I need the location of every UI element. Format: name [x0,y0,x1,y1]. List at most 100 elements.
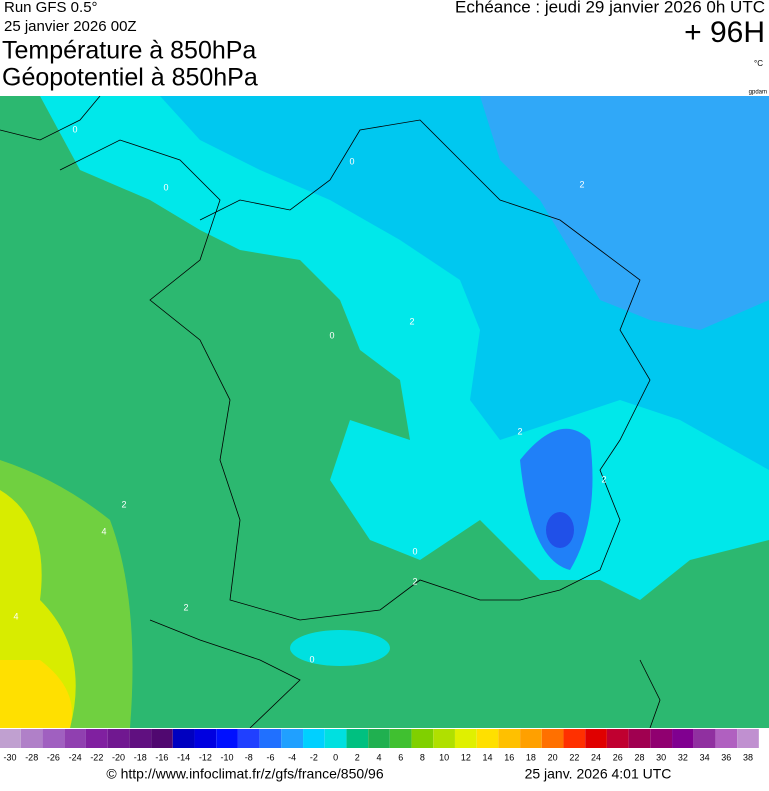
scale-swatch [672,729,694,748]
contour-label: 0 [329,330,334,340]
scale-label: 38 [743,752,753,762]
scale-label: 20 [548,752,558,762]
scale-swatch [0,729,21,748]
scale-label: -8 [245,752,253,762]
contour-label: 4 [13,611,18,621]
echeance: Echéance : jeudi 29 janvier 2026 0h UTC [455,0,765,16]
contour-label: 2 [412,576,417,586]
alps-cold [520,428,593,570]
scale-swatch [42,729,65,748]
france-outline [59,119,651,621]
scale-swatch [476,729,499,748]
scale-label: 16 [504,752,514,762]
scale-label: 36 [721,752,731,762]
scale-label: -20 [112,752,125,762]
map: 0 0 0 2 0 2 2 2 4 2 0 2 2 0 4 [0,96,769,728]
scale-label: 26 [613,752,623,762]
uk-coast [0,96,101,141]
scale-label: -30 [3,752,16,762]
scale-swatch [563,729,586,748]
scale-label: 22 [569,752,579,762]
scale-label: 4 [376,752,381,762]
scale-label: -16 [155,752,168,762]
scale-swatch [389,729,412,748]
scale-swatch [737,729,759,748]
scale-swatch [216,729,238,748]
scale-swatch [585,729,607,748]
scale-label: -18 [134,752,147,762]
scale-swatch [346,729,369,748]
scale-label: 0 [333,752,338,762]
scale-swatch [454,729,477,748]
scale-swatch [715,729,738,748]
pyrenees-cold [290,630,390,666]
scale-label: 8 [420,752,425,762]
scale-swatch [324,729,347,748]
contour-label: 0 [163,182,168,192]
scale-label: 28 [634,752,644,762]
scale-swatch [259,729,282,748]
scale-label: -22 [90,752,103,762]
contour-label: 2 [517,426,522,436]
scale-swatch [628,729,651,748]
contour-label: 2 [601,474,606,484]
scale-swatch [368,729,390,748]
contour-label: 0 [309,654,314,664]
scale-label: -6 [266,752,274,762]
footer-stamp: 25 janv. 2026 4:01 UTC [525,766,672,782]
scale-label: 32 [678,752,688,762]
contour-label: 2 [121,499,126,509]
scale-swatch [411,729,434,748]
scale-swatch [151,729,173,748]
scale-swatch [433,729,455,748]
unit: °C [754,59,763,68]
scale-swatch [520,729,542,748]
scale-swatch [129,729,152,748]
scale-label: 10 [439,752,449,762]
lead-time: + 96H [684,16,765,49]
scale-label: -26 [47,752,60,762]
contour-label: 2 [409,316,414,326]
scale-swatch [541,729,564,748]
scale-label: -4 [288,752,296,762]
alps-core [546,512,574,548]
scale-label: 24 [591,752,601,762]
scale-swatch [107,729,130,748]
scale-label: 12 [461,752,471,762]
unit2: gpdam [749,90,767,96]
scale-swatch [20,729,43,748]
scale-swatch [85,729,108,748]
scale-swatch [64,729,86,748]
scale-label: -2 [310,752,318,762]
scale-label: 6 [398,752,403,762]
contour-label: 0 [349,156,354,166]
coldest-area [480,96,769,330]
warmest-area [0,660,72,728]
run-date: 25 janvier 2026 00Z [4,18,137,35]
scale-label: 34 [700,752,710,762]
scale-swatch [650,729,673,748]
contour-label: 2 [579,179,584,189]
scale-label: 14 [483,752,493,762]
coast [149,619,661,728]
contour-label: 2 [183,602,188,612]
scale-label: 2 [355,752,360,762]
scale-label: -12 [199,752,212,762]
contour-label: 0 [412,546,417,556]
scale-label: -10 [221,752,234,762]
scale-swatch [303,729,325,748]
scale-swatch [194,729,217,748]
footer-url: © http://www.infoclimat.fr/z/gfs/france/… [106,766,383,782]
title-temperature: Température à 850hPa [2,37,256,65]
contour-label: 0 [72,124,77,134]
scale-label: -28 [25,752,38,762]
scale-swatch [281,729,304,748]
scale-swatch [606,729,629,748]
scale-swatch [237,729,260,748]
color-scale: -30 -28 -26 -24 -22 -20 -18 -16 -14 -12 -10 -8 -6 -4-… [0,729,759,762]
scale-label: -14 [177,752,190,762]
title-geopotential: Géopotentiel à 850hPa [2,64,258,92]
contour-label: 4 [101,526,106,536]
run-label: Run GFS 0.5° [4,0,98,16]
